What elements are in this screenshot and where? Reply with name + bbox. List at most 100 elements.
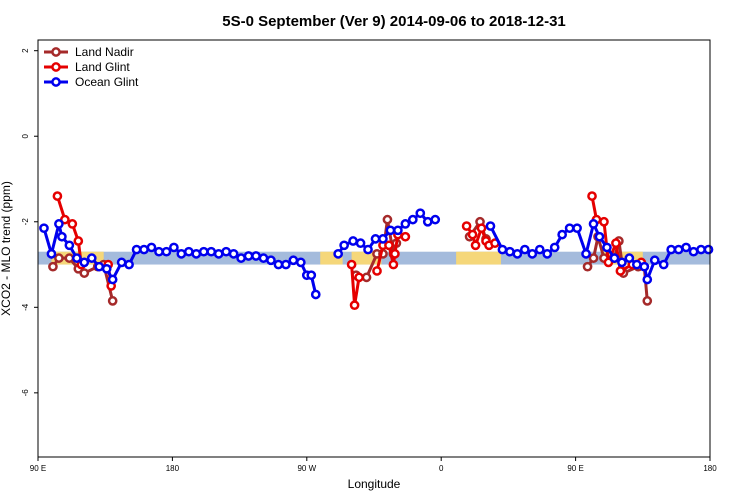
- data-point-land-nadir: [582, 261, 593, 272]
- data-point-ocean-glint: [154, 246, 164, 257]
- data-point-ocean-glint: [564, 223, 575, 234]
- data-point-ocean-glint: [422, 216, 433, 227]
- x-tick-label: 90 W: [297, 464, 316, 473]
- data-point-ocean-glint: [243, 251, 254, 261]
- y-tick-label: -6: [21, 389, 30, 397]
- data-point-land-nadir: [107, 296, 118, 306]
- data-point-ocean-glint: [534, 244, 545, 255]
- chart-title: 5S-0 September (Ver 9) 2014-09-06 to 201…: [222, 13, 566, 30]
- x-tick-label: 0: [439, 464, 444, 473]
- y-tick-label: -4: [21, 303, 30, 311]
- data-point-ocean-glint: [370, 234, 381, 244]
- y-axis-label: XCO2 - MLO trend (ppm): [0, 181, 13, 316]
- legend-item-land-nadir: Land Nadir: [44, 45, 134, 59]
- data-point-ocean-glint: [46, 248, 57, 259]
- data-point-ocean-glint: [236, 253, 246, 263]
- data-point-ocean-glint: [206, 246, 217, 257]
- x-axis-label: Longitude: [348, 477, 401, 491]
- data-point-ocean-glint: [497, 244, 508, 255]
- data-point-ocean-glint: [542, 248, 553, 259]
- data-point-land-glint: [476, 223, 487, 234]
- data-point-ocean-glint: [258, 253, 269, 263]
- data-point-land-glint: [73, 236, 84, 246]
- data-point-ocean-glint: [228, 248, 239, 259]
- data-point-land-nadir: [642, 296, 653, 306]
- legend-swatch-marker: [51, 47, 61, 57]
- data-point-ocean-glint: [703, 244, 714, 255]
- data-point-ocean-glint: [430, 214, 441, 225]
- data-point-land-glint: [60, 214, 70, 225]
- legend-item-ocean-glint: Ocean Glint: [44, 75, 139, 89]
- y-tick-label: 0: [21, 133, 30, 138]
- data-point-ocean-glint: [581, 248, 591, 259]
- data-point-ocean-glint: [191, 248, 202, 259]
- data-point-ocean-glint: [71, 253, 82, 263]
- data-point-land-glint: [384, 240, 394, 251]
- data-point-ocean-glint: [594, 231, 605, 242]
- data-point-ocean-glint: [385, 225, 396, 236]
- data-point-ocean-glint: [407, 214, 418, 225]
- data-point-ocean-glint: [609, 253, 620, 263]
- data-point-land-glint: [587, 191, 597, 201]
- data-point-ocean-glint: [688, 246, 699, 257]
- data-point-land-glint: [67, 219, 78, 229]
- data-point-land-nadir: [79, 268, 90, 278]
- data-point-ocean-glint: [116, 257, 127, 268]
- data-point-land-glint: [372, 266, 382, 276]
- data-point-ocean-glint: [86, 253, 97, 263]
- data-point-ocean-glint: [306, 270, 317, 281]
- data-point-ocean-glint: [355, 238, 366, 249]
- data-point-ocean-glint: [221, 246, 232, 257]
- data-point-ocean-glint: [169, 242, 179, 253]
- data-point-land-glint: [400, 231, 411, 242]
- data-point-land-nadir: [382, 214, 393, 225]
- data-point-ocean-glint: [101, 263, 112, 274]
- data-point-ocean-glint: [681, 242, 691, 253]
- data-point-ocean-glint: [673, 244, 684, 255]
- data-point-land-glint: [349, 300, 360, 311]
- legend-swatch-marker: [51, 62, 61, 72]
- data-point-ocean-glint: [642, 274, 653, 285]
- data-point-ocean-glint: [348, 236, 358, 246]
- data-point-ocean-glint: [557, 229, 568, 240]
- land-band-segment: [456, 251, 501, 265]
- data-point-ocean-glint: [400, 219, 411, 229]
- plot-frame: [37, 39, 711, 458]
- data-point-ocean-glint: [94, 261, 105, 272]
- data-point-ocean-glint: [310, 289, 321, 300]
- data-point-ocean-glint: [54, 219, 64, 229]
- data-point-ocean-glint: [617, 257, 627, 268]
- legend-label: Ocean Glint: [75, 75, 139, 89]
- x-tick-label: 180: [166, 464, 180, 473]
- data-point-ocean-glint: [131, 244, 142, 255]
- data-point-ocean-glint: [124, 259, 134, 270]
- legend-item-land-glint: Land Glint: [44, 60, 130, 74]
- data-point-land-glint: [599, 216, 609, 227]
- data-point-land-glint: [467, 229, 478, 240]
- data-point-ocean-glint: [505, 246, 515, 257]
- data-point-ocean-glint: [64, 240, 75, 251]
- data-point-ocean-glint: [251, 251, 261, 261]
- data-point-ocean-glint: [107, 274, 118, 285]
- data-point-land-glint: [615, 266, 626, 276]
- data-point-land-glint: [52, 191, 63, 201]
- data-point-ocean-glint: [183, 246, 194, 257]
- data-point-ocean-glint: [393, 225, 403, 236]
- y-tick-label: -2: [21, 218, 30, 226]
- data-point-land-glint: [388, 259, 399, 270]
- data-point-ocean-glint: [139, 244, 149, 255]
- data-point-ocean-glint: [658, 259, 669, 270]
- x-axis: 90 E 180 90 W 0 90 E 180: [30, 457, 717, 473]
- data-point-ocean-glint: [213, 248, 224, 259]
- x-tick-label: 180: [703, 464, 717, 473]
- data-point-ocean-glint: [602, 242, 612, 253]
- data-point-ocean-glint: [512, 248, 523, 259]
- data-point-ocean-glint: [666, 244, 677, 255]
- x-tick-label: 90 E: [567, 464, 583, 473]
- data-point-ocean-glint: [378, 234, 388, 244]
- data-point-ocean-glint: [176, 248, 187, 259]
- data-point-ocean-glint: [639, 261, 650, 272]
- data-point-ocean-glint: [485, 221, 496, 231]
- data-point-ocean-glint: [57, 231, 67, 242]
